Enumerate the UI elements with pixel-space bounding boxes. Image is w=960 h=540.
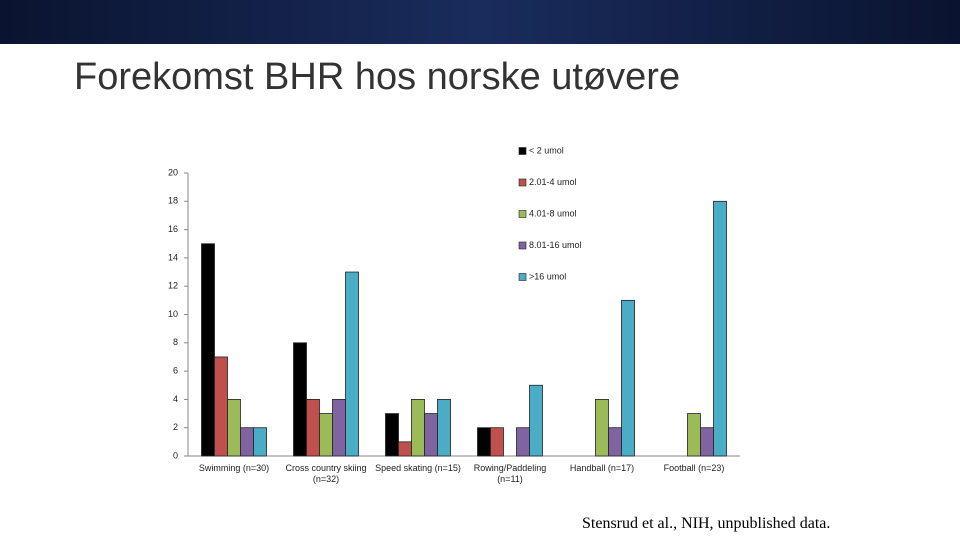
legend-swatch — [518, 178, 527, 187]
y-tick-label: 12 — [168, 281, 178, 291]
bar — [437, 398, 451, 457]
y-tick-label: 4 — [173, 394, 178, 404]
legend-label: 8.01-16 umol — [529, 240, 582, 250]
bar — [700, 427, 714, 457]
x-tick-label: Rowing/Paddeling (n=11) — [473, 463, 547, 484]
bar — [424, 413, 438, 457]
y-tick-label: 20 — [168, 167, 178, 177]
bar — [595, 398, 609, 457]
banner — [0, 0, 960, 44]
legend-label: >16 umol — [529, 271, 566, 281]
bar — [516, 427, 530, 457]
y-tick-label: 2 — [173, 422, 178, 432]
bar — [385, 413, 399, 457]
x-tick-label: Swimming (n=30) — [198, 463, 270, 473]
x-tick-label: Speed skating (n=15) — [375, 463, 461, 473]
legend-label: < 2 umol — [529, 145, 564, 155]
bar — [332, 398, 346, 457]
y-tick-label: 10 — [168, 309, 178, 319]
y-tick-label: 16 — [168, 224, 178, 234]
bar — [608, 427, 622, 457]
slide-title: Forekomst BHR hos norske utøvere — [74, 56, 681, 98]
bar — [345, 271, 359, 457]
bar — [621, 299, 635, 457]
legend-swatch — [518, 147, 527, 155]
y-tick-label: 6 — [173, 365, 178, 375]
bar — [306, 398, 320, 457]
bar — [319, 413, 333, 457]
bar — [227, 398, 241, 457]
legend-swatch — [518, 210, 527, 218]
legend-swatch — [518, 241, 527, 250]
x-tick-label: Handball (n=17) — [569, 463, 635, 473]
bar — [214, 356, 228, 457]
x-tick-label: Football (n=23) — [663, 463, 725, 473]
y-tick-label: 14 — [168, 252, 178, 262]
x-tick-label: Cross country skiing (n=32) — [285, 463, 367, 484]
bar — [477, 427, 491, 457]
y-tick-label: 0 — [173, 450, 178, 460]
source-note: Stensrud et al., NIH, unpublished data. — [582, 515, 831, 532]
bar — [713, 200, 727, 457]
bar — [529, 384, 543, 457]
bar — [411, 398, 425, 457]
y-tick-label: 8 — [173, 337, 178, 347]
bar — [687, 413, 701, 457]
legend-swatch — [518, 273, 527, 281]
bar — [398, 441, 412, 457]
bar — [201, 243, 215, 457]
bar — [253, 427, 267, 457]
bar — [240, 427, 254, 457]
bar — [293, 342, 307, 457]
legend-label: 4.01-8 umol — [529, 208, 577, 218]
bar — [490, 427, 504, 457]
y-tick-label: 18 — [168, 196, 178, 206]
legend-label: 2.01-4 umol — [529, 177, 577, 187]
